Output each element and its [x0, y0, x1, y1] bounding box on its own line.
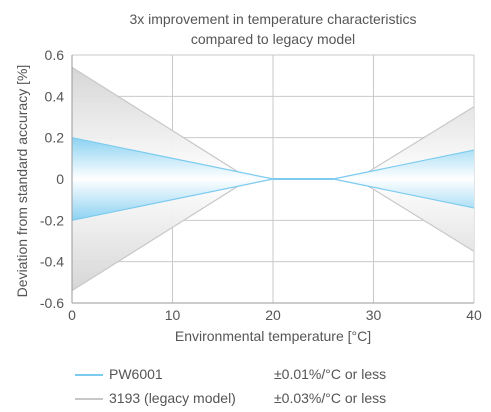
legend-swatch-3193	[75, 398, 103, 400]
x-axis-label: Environmental temperature [°C]	[175, 328, 371, 344]
y-tick-label: 0.2	[45, 130, 65, 146]
legend-label-3193: 3193 (legacy model)	[109, 390, 236, 406]
y-tick-label: 0	[56, 171, 64, 187]
legend-spec-3193: ±0.03%/°C or less	[274, 390, 387, 406]
legend-item-3193: 3193 (legacy model) ±0.03%/°C or less	[75, 390, 435, 408]
legend-swatch-pw6001	[75, 374, 103, 376]
chart-title-line-1: 3x improvement in temperature characteri…	[129, 11, 416, 27]
y-tick-label: -0.6	[40, 295, 64, 311]
x-tick-label: 20	[265, 307, 281, 323]
x-tick-label: 10	[165, 307, 181, 323]
x-tick-label: 40	[466, 307, 482, 323]
y-tick-label: 0.6	[45, 47, 65, 63]
y-tick-label: 0.4	[45, 88, 65, 104]
x-tick-label: 30	[366, 307, 382, 323]
legend-label-pw6001: PW6001	[109, 366, 163, 382]
x-tick-label: 0	[68, 307, 76, 323]
y-axis-label: Deviation from standard accuracy [%]	[14, 65, 30, 298]
y-tick-label: -0.2	[40, 212, 64, 228]
legend-item-pw6001: PW6001 ±0.01%/°C or less	[75, 366, 435, 384]
legend-spec-pw6001: ±0.01%/°C or less	[274, 366, 387, 382]
y-tick-label: -0.4	[40, 254, 64, 270]
chart-title-line-2: compared to legacy model	[191, 31, 355, 47]
